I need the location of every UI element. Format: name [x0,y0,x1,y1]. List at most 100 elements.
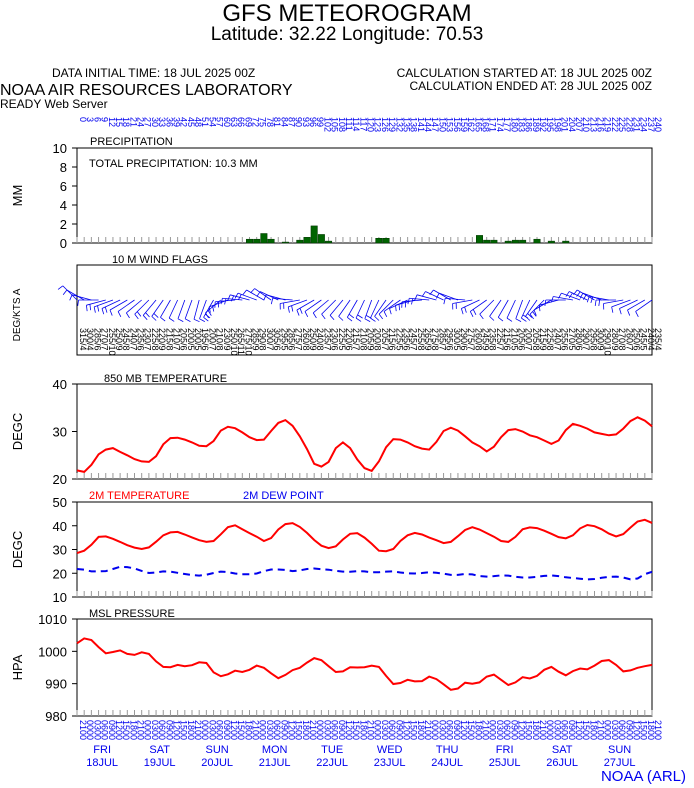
wind-value: 200/5 [193,328,203,351]
precip-bar [317,234,325,244]
time-label: 1500 [294,720,304,740]
time-label: 0600 [560,720,570,740]
wind-value: 205/7 [380,328,390,351]
t2m-ytick-label: 10 [53,590,67,605]
time-label: 0000 [258,720,268,740]
time-label: 1500 [236,720,246,740]
precip-bar [303,237,311,244]
wind-barb-feather [242,289,247,295]
mslp-line [76,637,653,691]
precip-bar [375,238,383,244]
calc-ended: CALCULATION ENDED AT: 28 JUL 2025 00Z [409,79,652,93]
wind-value: 215/6 [502,328,512,351]
wind-value: 210/8 [358,328,368,351]
precip-title: PRECIPITATION [90,136,173,148]
wind-value: 265/9 [423,328,433,351]
wind-frame [76,264,653,356]
time-label: 2100 [251,720,261,740]
time-label: 0900 [164,720,174,740]
wind-barb-feather [263,294,267,301]
wind-barb [553,296,574,301]
hour-label: 141 [416,117,426,132]
time-label: 0000 [85,720,95,740]
wind-value: 285/9 [251,328,261,351]
hour-label: 42 [179,117,189,127]
time-label: 1200 [631,720,641,740]
time-label: 2100 [653,720,663,740]
time-label: 1800 [243,720,253,740]
hour-label: 36 [164,117,174,127]
wind-barb-feather [479,313,484,320]
wind-value: 260/8 [473,328,483,351]
day-name: SAT [149,744,170,756]
wind-barb-feather [184,318,191,322]
wind-value: 225/8 [545,328,555,351]
wind-barb-feather [199,318,206,322]
hour-label: 171 [488,117,498,132]
time-label: 0900 [624,720,634,740]
wind-barb [177,299,186,319]
mslp-ytick-label: 990 [45,677,67,692]
wind-barb-feather [538,305,541,312]
wind-barb-feather [611,306,614,313]
hour-label: 9 [100,117,110,122]
day-date: 23JUL [374,757,406,769]
wind-value: 235/7 [322,328,332,351]
wind-value: 275/7 [466,328,476,351]
day-date: 25JUL [489,757,521,769]
wind-barb-feather [93,306,96,313]
wind-barb-feather [168,317,175,322]
precip-bar [310,225,318,244]
time-label: 1500 [409,720,419,740]
time-label: 0300 [495,720,505,740]
t850-title: 850 MB TEMPERATURE [104,373,227,385]
wind-value: 220/9 [157,328,167,351]
wind-value: 270/5 [567,328,577,351]
time-label: 1800 [358,720,368,740]
precip-bar [246,238,253,244]
wind-barb-feather [583,294,587,300]
time-label: 0000 [315,720,325,740]
hour-label: 222 [610,117,620,132]
wind-barb-feather [529,313,534,320]
wind-value: 290/7 [581,328,591,351]
time-label: 2100 [423,720,433,740]
hour-label: 204 [567,117,577,132]
time-label: 1800 [416,720,426,740]
wind-value: 235/8 [488,328,498,351]
time-label: 1800 [473,720,483,740]
wind-barb-feather [594,299,597,306]
time-label: 1800 [588,720,598,740]
hour-label: 105 [330,117,340,132]
time-label: 0900 [337,720,347,740]
precip-bar [382,238,390,244]
precip-bar [267,238,275,244]
time-label: 1200 [171,720,181,740]
wind-barb [539,299,559,306]
time-label: 0900 [279,720,289,740]
credit: NOAA (ARL) [600,768,686,785]
wind-barb [364,299,373,319]
wind-value: 285/7 [437,328,447,351]
wind-barb-feather [568,292,573,299]
wind-barb [117,299,135,312]
wind-barb [126,299,142,314]
wind-barb [160,299,171,318]
wind-barb-feather [348,313,355,319]
wind-barb-feather [234,292,239,299]
wind-value: 265/11 [236,328,246,355]
wind-barb-feather [527,313,533,318]
wind-barb-feather [429,289,434,295]
wind-barb-feather [77,299,79,306]
wind-barb [378,299,394,315]
wind-barb [109,299,128,311]
wind-barb-feather [193,318,200,323]
t2m-ytick-label: 20 [53,566,67,581]
wind-value: 240/7 [128,328,138,351]
wind-barb [321,299,337,315]
wind-barb-feather [291,305,294,312]
hour-label: 207 [574,117,584,132]
hour-label: 84 [279,117,289,127]
time-label: 1200 [459,720,469,740]
wind-barb-feather [220,298,223,305]
